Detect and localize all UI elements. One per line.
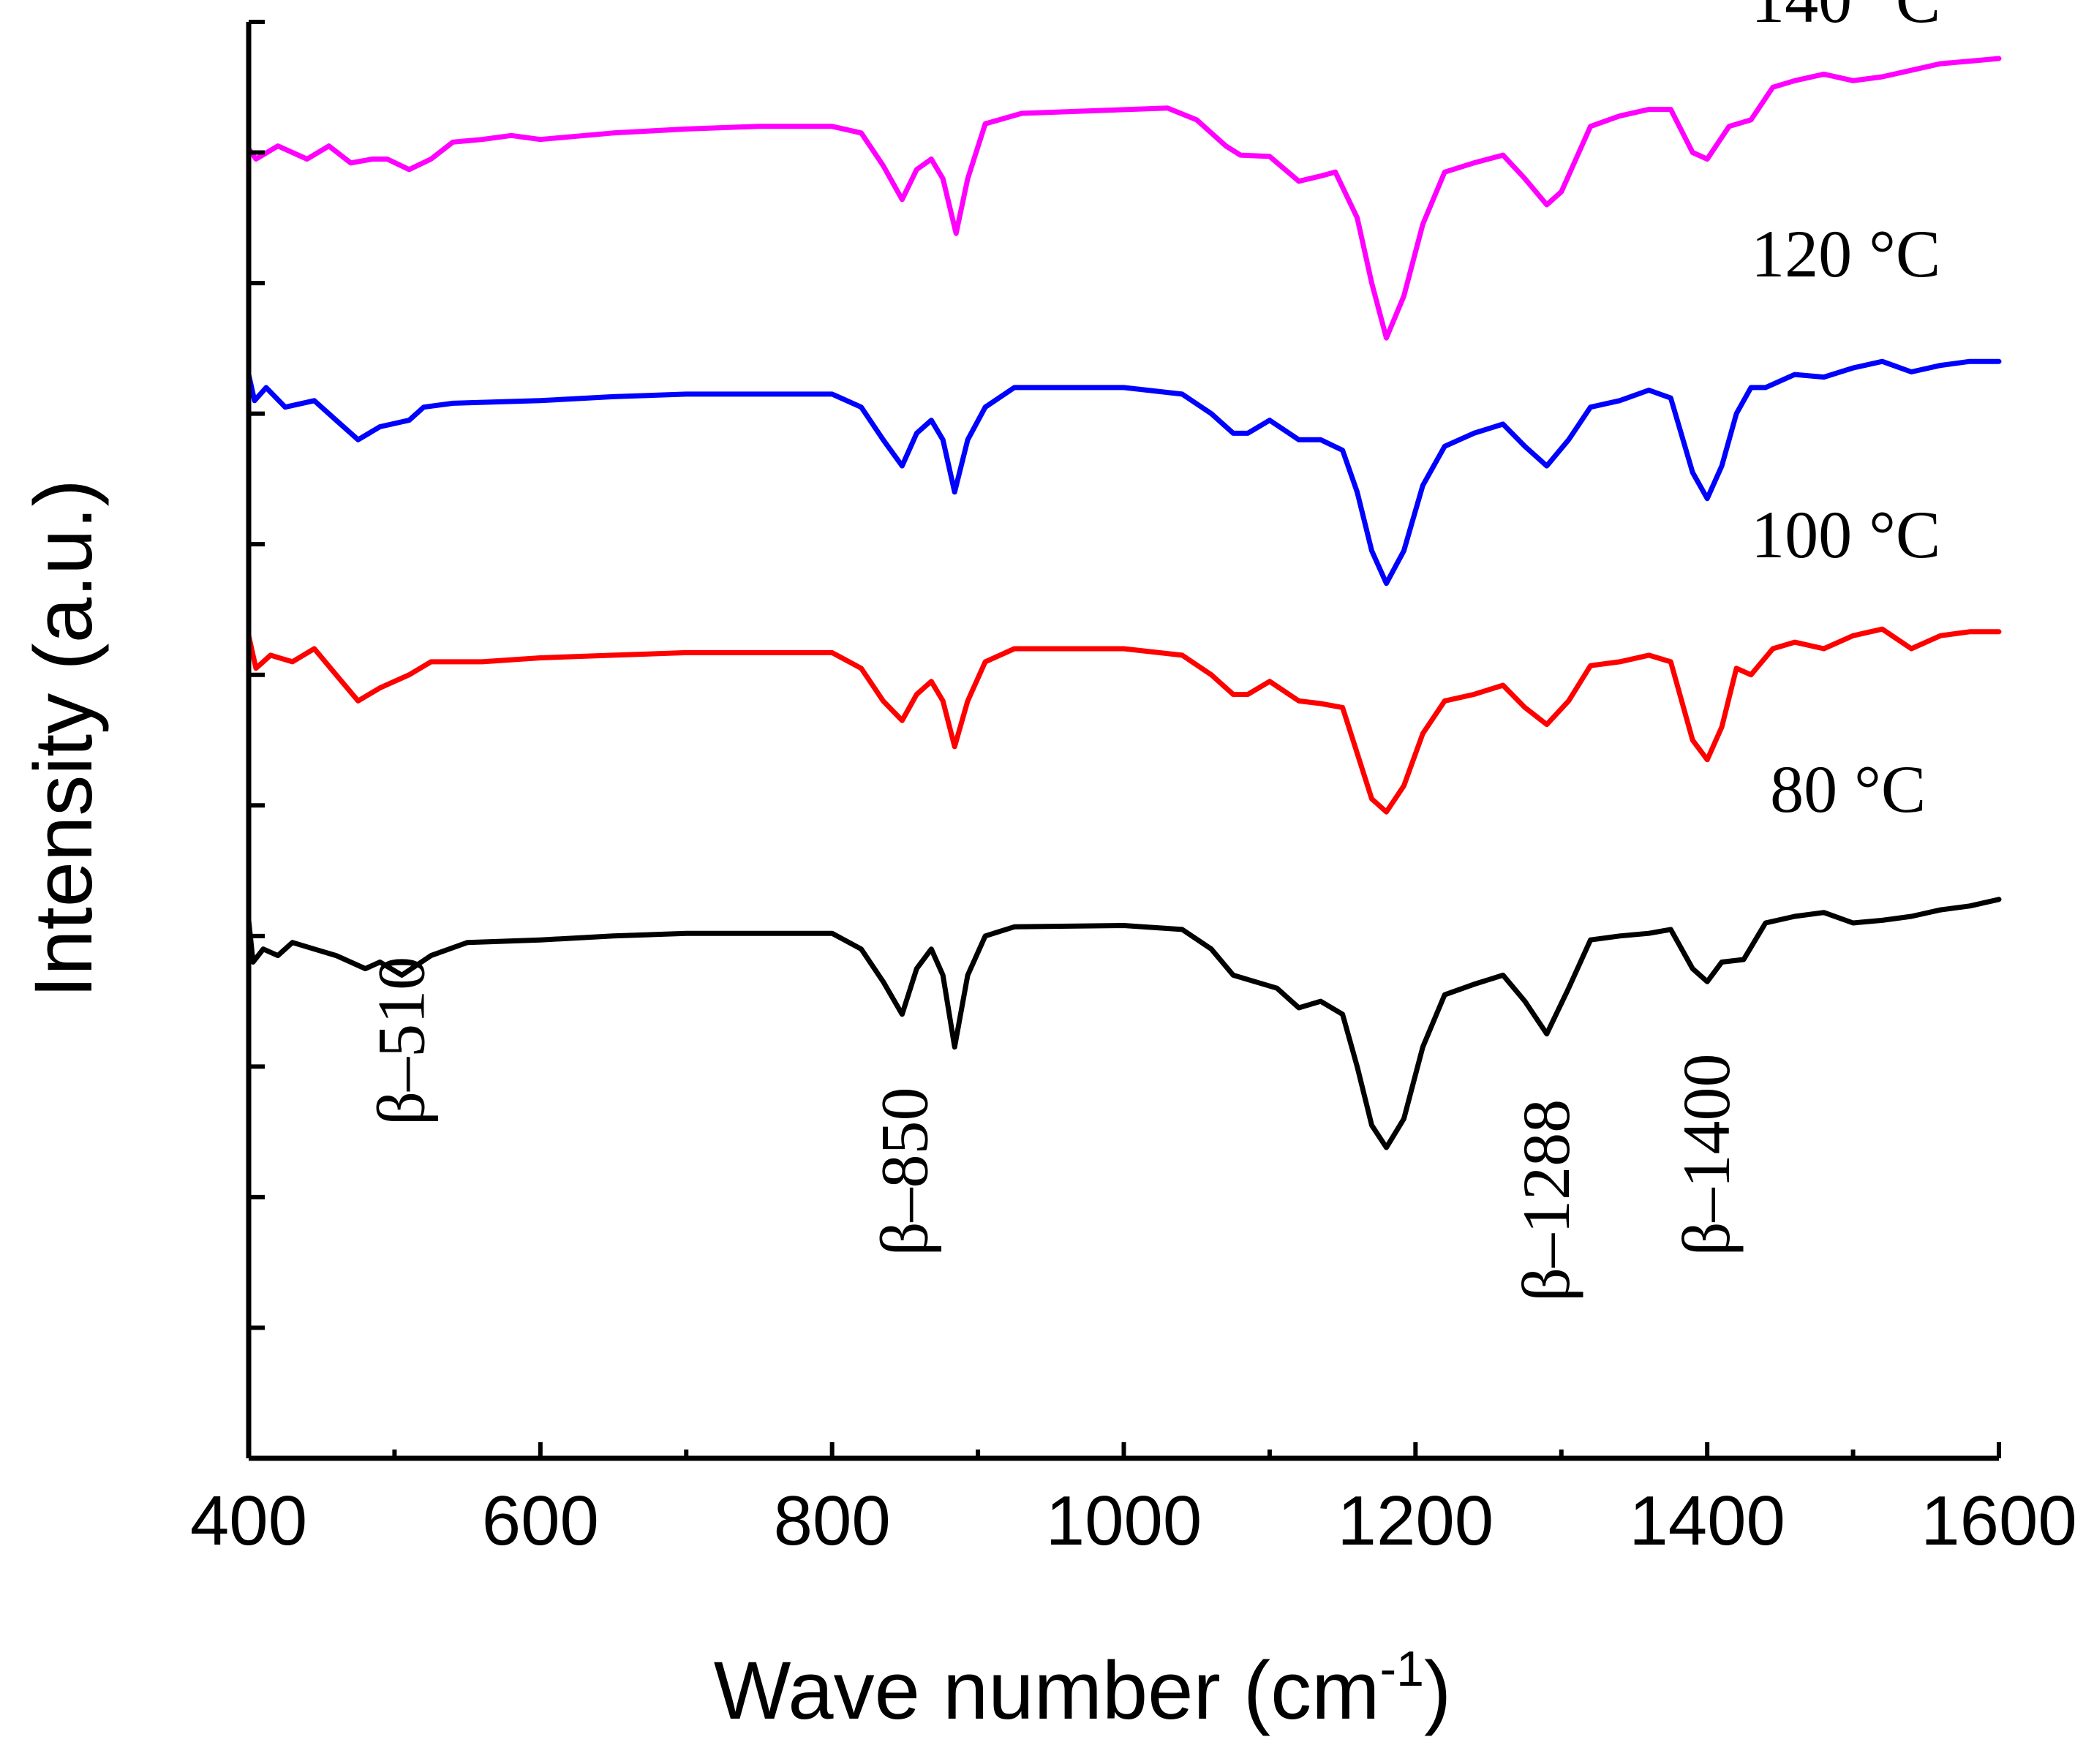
x-tick-labels: 400 600 800 1000 1200 1400 1600 [190,1482,2077,1560]
peak-label-1400: β–1400 [1669,1053,1744,1256]
series-line-140cc [246,56,2002,341]
y-axis-title: Intensity (a.u.) [18,479,109,998]
x-tick-label-800: 800 [774,1482,891,1560]
x-tick-label-400: 400 [190,1482,307,1560]
series-label-80c: 80 °C [1770,752,1926,826]
x-tick-label-600: 600 [482,1482,599,1560]
series-label-120c: 120 °C [1751,216,1940,291]
peak-annotations: β–510 β–850 β–1288 β–1400 [364,957,1744,1302]
x-tick-label-1200: 1200 [1338,1482,1494,1560]
peak-label-510: β–510 [364,957,438,1126]
x-axis-title-close: ) [1424,1645,1451,1736]
x-tick-label-1600: 1600 [1921,1482,2077,1560]
series-line-100cc [246,626,2002,815]
plot-series-group [246,56,2002,1150]
series-labels: 140 °C 120 °C 100 °C 80 °C [1751,0,1940,826]
series-line-80cc [246,897,2002,1150]
peak-label-1288: β–1288 [1509,1099,1583,1302]
x-axis-title-sup: -1 [1379,1641,1423,1697]
x-axis-title: Wave number (cm-1) [714,1641,1451,1736]
peak-label-850: β–850 [867,1087,941,1256]
series-label-100c: 100 °C [1751,497,1940,572]
x-axis-title-main: Wave number (cm [714,1645,1380,1736]
x-tick-label-1400: 1400 [1629,1482,1785,1560]
series-line-120cc [246,358,2002,587]
series-label-140c: 140 °C [1751,0,1940,37]
x-tick-label-1000: 1000 [1046,1482,1202,1560]
